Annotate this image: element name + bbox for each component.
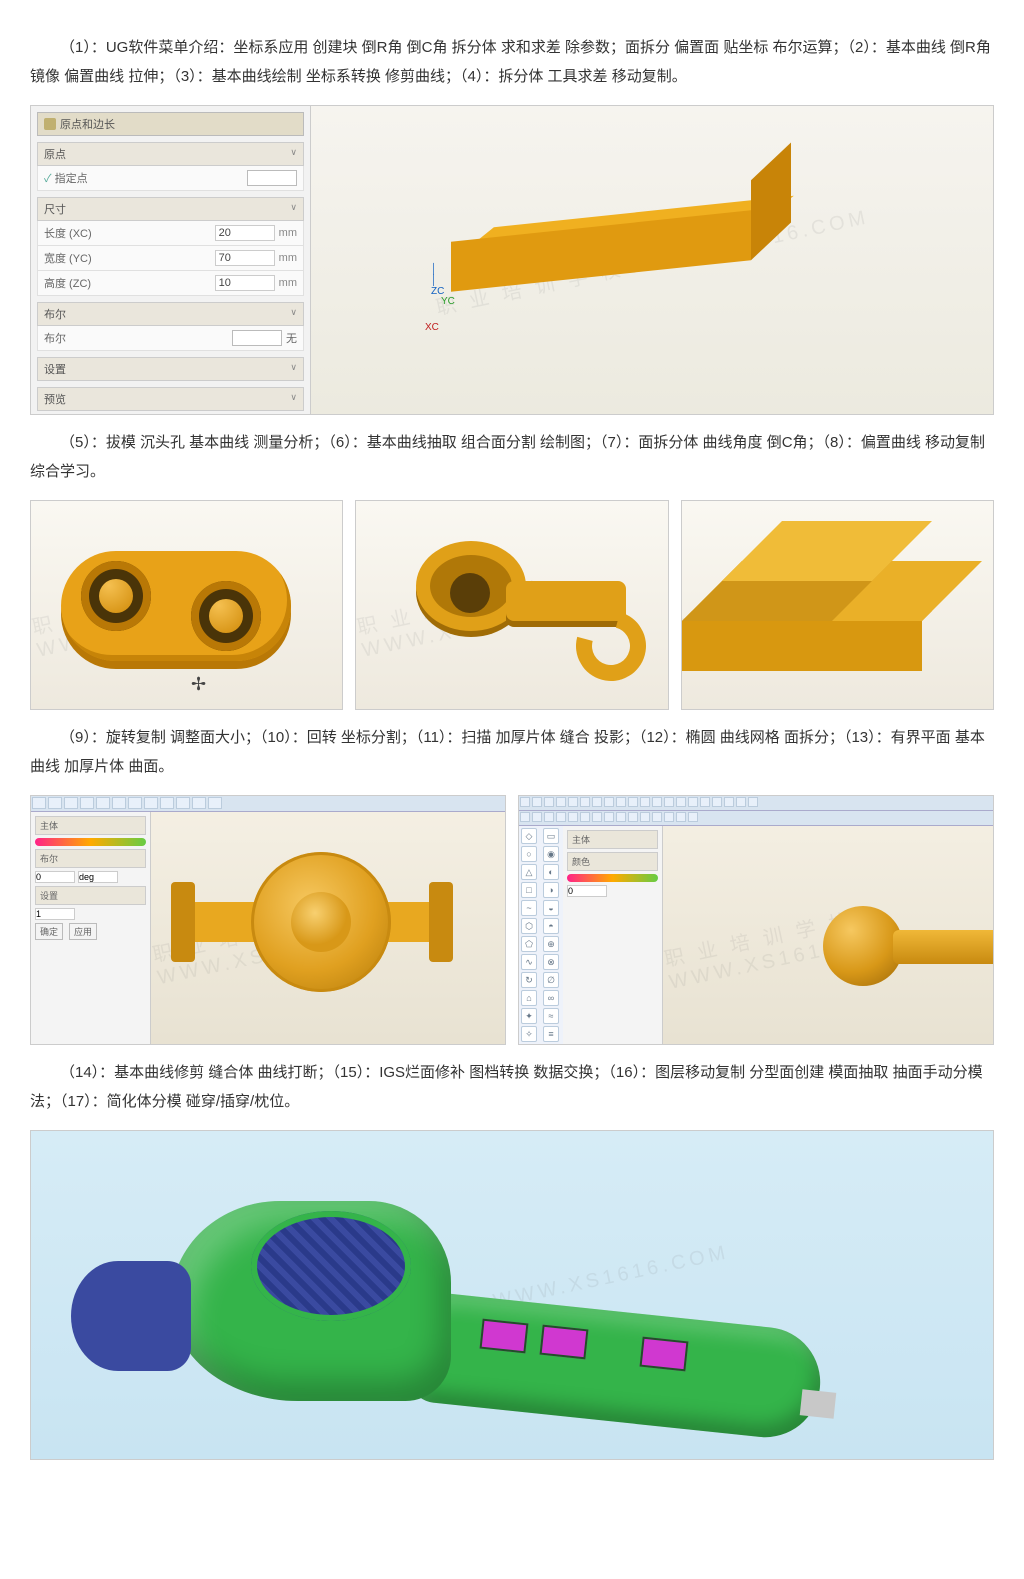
side-sec[interactable]: 布尔	[35, 849, 146, 868]
cad-side-panel: 主体 布尔 设置 确定 应用	[31, 812, 151, 1044]
plate-model	[61, 551, 291, 661]
side-sec[interactable]: 颜色	[567, 852, 658, 871]
figure-part-plate: 职 业 培 训 学 校 WWW.XS1616.COM ✢	[30, 500, 343, 710]
side-sec[interactable]: 主体	[567, 830, 658, 849]
section-preview[interactable]: 预览	[37, 387, 304, 411]
side-sec[interactable]: 设置	[35, 886, 146, 905]
paragraph-4: （14）：基本曲线修剪 缝合体 曲线打断；（15）：IGS烂面修补 图档转换 数…	[30, 1059, 994, 1116]
row-width: 宽度 (YC) mm	[37, 246, 304, 271]
cad-viewport[interactable]: 职 业 培 训 学 校 WWW.XS1616.COM	[663, 826, 993, 1044]
cad-toolbar-2[interactable]	[519, 811, 993, 826]
figure-cad-flange: 主体 布尔 设置 确定 应用 职 业 培 训 学 校 WWW.XS1616.CO…	[30, 795, 506, 1045]
val-input[interactable]	[35, 908, 75, 920]
point-picker-icon[interactable]	[247, 170, 297, 186]
boolean-select[interactable]	[232, 330, 282, 346]
ok-button[interactable]: 确定	[35, 923, 63, 940]
cad-icon-column[interactable]: ◇○△□~⬡⬠∿↻⌂✦✧	[519, 826, 541, 1044]
color-slider[interactable]	[35, 838, 146, 846]
paragraph-3: （9）：旋转复制 调整面大小；（10）：回转 坐标分割；（11）：扫描 加厚片体…	[30, 724, 994, 781]
cad-side-panel: 主体 颜色	[563, 826, 663, 1044]
length-input[interactable]	[215, 225, 275, 241]
watermark-text: 职 业 培 训 学 校 WWW.XS1616.COM	[644, 795, 994, 1045]
row-height: 高度 (ZC) mm	[37, 271, 304, 296]
cad-viewport[interactable]: 职 业 培 训 学 校 WWW.XS1616.COM	[151, 812, 505, 1044]
figure-row-cad: 主体 布尔 设置 确定 应用 职 业 培 训 学 校 WWW.XS1616.CO…	[30, 795, 994, 1045]
paragraph-2: （5）：拔模 沉头孔 基本曲线 测量分析；（6）：基本曲线抽取 组合面分割 绘制…	[30, 429, 994, 486]
figure-row-parts: 职 业 培 训 学 校 WWW.XS1616.COM ✢ 职 业 培 训 学 校…	[30, 500, 994, 710]
figure-part-wrench: 职 业 培 训 学 校 WWW.XS1616.COM	[355, 500, 668, 710]
chevron-down-icon	[290, 391, 297, 407]
val-input[interactable]	[35, 871, 75, 883]
width-input[interactable]	[215, 250, 275, 266]
section-boolean[interactable]: 布尔	[37, 302, 304, 326]
crosshair-icon: ✢	[191, 674, 206, 695]
figure-part-step: 职 业 培 训 学 校 WWW.XS1616.COM	[681, 500, 994, 710]
chevron-down-icon	[290, 361, 297, 377]
apply-button[interactable]: 应用	[69, 923, 97, 940]
block-model	[451, 180, 751, 322]
cad-toolbar[interactable]	[519, 796, 993, 811]
ug-property-panel: 原点和边长 原点 指定点 尺寸 长度 (XC) mm 宽度 (YC) mm 高度…	[31, 106, 311, 414]
row-specify-point[interactable]: 指定点	[37, 166, 304, 191]
figure-cad-knob: ◇○△□~⬡⬠∿↻⌂✦✧ ▭◉◐◑◒◓⊕⊗∅∞≈≡ 主体 颜色 职 业 培 训 …	[518, 795, 994, 1045]
figure-hair-dryer: 职 业 培 训 学 校 WWW.XS1616.COM	[30, 1130, 994, 1460]
chevron-down-icon	[290, 306, 297, 322]
section-dimensions[interactable]: 尺寸	[37, 197, 304, 221]
height-input[interactable]	[215, 275, 275, 291]
color-slider[interactable]	[567, 874, 658, 882]
panel-title: 原点和边长	[60, 116, 115, 132]
knob-model	[823, 906, 903, 986]
chevron-down-icon	[290, 201, 297, 217]
panel-title-row: 原点和边长	[37, 112, 304, 136]
section-settings[interactable]: 设置	[37, 357, 304, 381]
wrench-model	[396, 531, 636, 681]
side-sec[interactable]: 主体	[35, 816, 146, 835]
cad-toolbar[interactable]	[31, 796, 505, 812]
paragraph-1: （1）：UG软件菜单介绍：坐标系应用 创建块 倒R角 倒C角 拆分体 求和求差 …	[30, 34, 994, 91]
row-boolean: 布尔 无	[37, 326, 304, 351]
panel-badge-icon	[44, 118, 56, 130]
cad-icon-column-2[interactable]: ▭◉◐◑◒◓⊕⊗∅∞≈≡	[541, 826, 563, 1044]
chevron-down-icon	[290, 146, 297, 162]
val-input[interactable]	[78, 871, 118, 883]
viewport-3d[interactable]: 职 业 培 训 学 校 WWW.XS1616.COM ZC YC XC	[311, 106, 993, 414]
val-input[interactable]	[567, 885, 607, 897]
figure-ug-block: 原点和边长 原点 指定点 尺寸 长度 (XC) mm 宽度 (YC) mm 高度…	[30, 105, 994, 415]
section-origin[interactable]: 原点	[37, 142, 304, 166]
row-length: 长度 (XC) mm	[37, 221, 304, 246]
